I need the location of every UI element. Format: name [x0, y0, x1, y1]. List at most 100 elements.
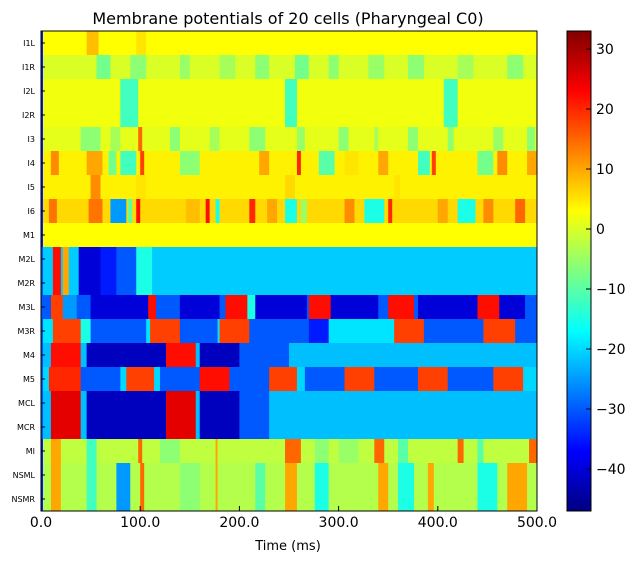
heat-cell — [378, 151, 389, 176]
heat-cell — [306, 295, 310, 320]
heatmap-cells — [41, 31, 538, 512]
heat-cell — [128, 199, 133, 224]
y-tick-label: NSMR — [11, 495, 35, 504]
heat-cell — [249, 199, 256, 224]
heat-cell — [60, 487, 88, 512]
heat-cell — [265, 487, 286, 512]
heat-cell — [90, 175, 101, 200]
heat-cell — [507, 55, 524, 80]
heat-cell — [68, 271, 80, 296]
heat-cell — [330, 295, 379, 320]
heat-cell — [427, 487, 435, 512]
heat-cell — [86, 463, 97, 488]
heat-cell — [120, 151, 137, 176]
heat-cell — [126, 199, 129, 224]
heat-cell — [408, 55, 425, 80]
heat-cell — [48, 367, 82, 392]
heat-cell — [78, 247, 101, 272]
heat-cell — [199, 367, 230, 392]
heat-cell — [229, 367, 270, 392]
heat-cell — [348, 127, 375, 152]
heat-cell — [138, 439, 143, 464]
heat-cell — [146, 175, 286, 200]
heat-cell — [296, 103, 445, 128]
heat-cell — [144, 487, 181, 512]
heat-cell — [42, 487, 52, 512]
heat-cell — [523, 367, 538, 392]
heat-cell — [217, 439, 286, 464]
heat-cell — [42, 391, 52, 416]
heat-cell — [477, 151, 494, 176]
heat-cell — [42, 127, 82, 152]
heat-cell — [152, 271, 538, 296]
heat-cell — [255, 55, 270, 80]
heat-cell — [148, 295, 157, 320]
heat-cell — [388, 463, 399, 488]
heat-cell — [120, 79, 139, 104]
heat-cell — [42, 343, 52, 368]
heat-cell — [179, 439, 216, 464]
y-tick-label: M4 — [23, 351, 35, 360]
heat-cell — [338, 55, 369, 80]
heat-cell — [433, 487, 478, 512]
heat-cell — [457, 55, 474, 80]
heat-cell — [477, 439, 484, 464]
heat-cell — [102, 199, 111, 224]
heat-cell — [483, 199, 494, 224]
heat-cell — [130, 55, 147, 80]
heat-cell — [417, 295, 478, 320]
heat-cell — [142, 439, 161, 464]
heat-cell — [98, 31, 137, 56]
y-tick-label: I1R — [22, 63, 35, 72]
heat-cell — [179, 319, 218, 344]
heat-cell — [296, 79, 445, 104]
heat-cell — [100, 175, 137, 200]
colorbar-tick-label: 0 — [596, 222, 605, 238]
heat-cell — [199, 151, 260, 176]
heat-cell — [344, 199, 355, 224]
x-tick-label: 100.0 — [120, 515, 160, 531]
heat-cell — [110, 199, 127, 224]
heat-cell — [179, 55, 191, 80]
heat-cell — [463, 439, 478, 464]
heat-cell — [96, 55, 111, 80]
colorbar-tick-label: 20 — [596, 102, 614, 118]
heat-cell — [42, 367, 50, 392]
heat-cell — [136, 271, 153, 296]
heat-cell — [354, 199, 365, 224]
heat-cell — [42, 271, 54, 296]
colorbar — [566, 30, 592, 512]
heat-cell — [314, 439, 330, 464]
chart-title: Membrane potentials of 20 cells (Pharyng… — [92, 9, 483, 28]
y-tick-label: I1L — [23, 39, 35, 48]
heat-cell — [219, 127, 250, 152]
heat-cell — [42, 79, 121, 104]
heat-cell — [497, 151, 508, 176]
heat-cell — [378, 463, 389, 488]
x-axis-label: Time (ms) — [254, 539, 321, 554]
heat-cell — [52, 247, 62, 272]
heat-cell — [392, 199, 439, 224]
heat-cell — [48, 199, 58, 224]
heat-cell — [507, 151, 528, 176]
heat-cell — [300, 151, 320, 176]
heat-cell — [239, 415, 270, 440]
heat-cell — [42, 103, 121, 128]
y-tick-label: M3L — [19, 303, 36, 312]
heat-cell — [50, 463, 62, 488]
heat-cell — [179, 127, 211, 152]
heat-cell — [443, 79, 459, 104]
heat-cell — [318, 151, 336, 176]
heat-cell — [189, 55, 220, 80]
heat-cell — [140, 151, 145, 176]
heat-cell — [150, 319, 181, 344]
heat-cell — [308, 319, 330, 344]
heat-cell — [457, 439, 464, 464]
heat-cell — [433, 463, 478, 488]
heat-cell — [304, 127, 339, 152]
heat-cell — [199, 343, 240, 368]
heat-cell — [437, 199, 449, 224]
heat-cell — [120, 127, 139, 152]
heat-cell — [130, 463, 141, 488]
heat-cell — [225, 295, 248, 320]
